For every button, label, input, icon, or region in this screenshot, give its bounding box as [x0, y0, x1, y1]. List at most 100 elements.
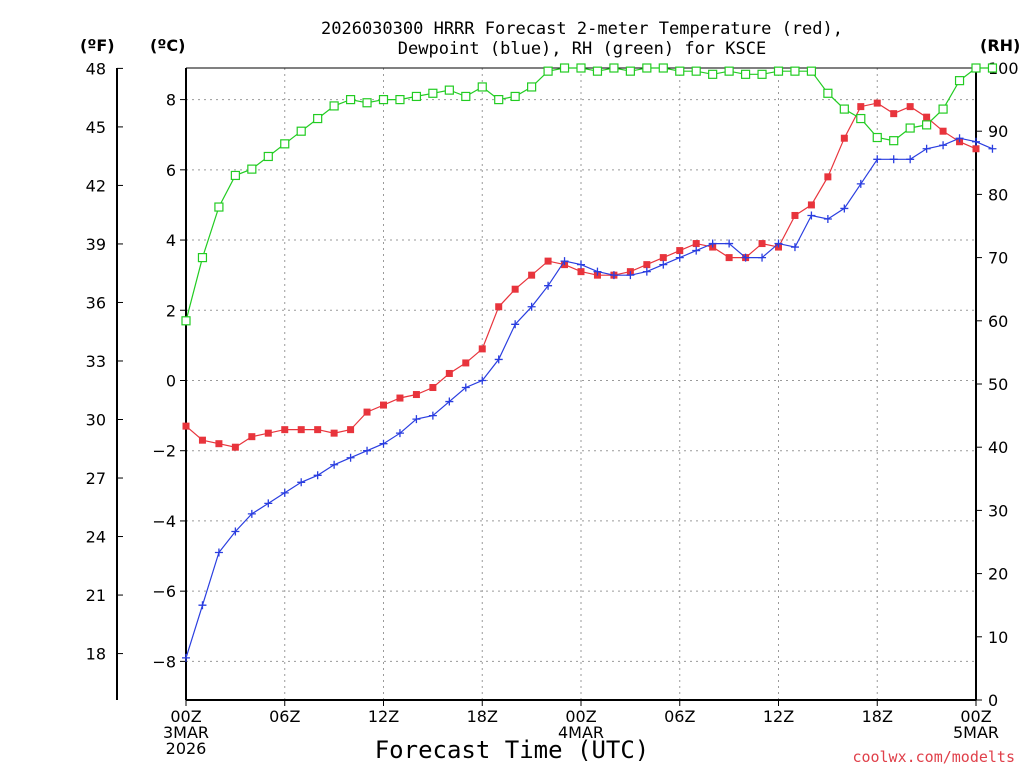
temperature-point: [758, 240, 766, 248]
temperature-point: [725, 254, 733, 262]
celsius-tick-label: −2: [152, 442, 176, 461]
rh-point: [230, 170, 240, 181]
rh-point: [411, 91, 422, 102]
fahrenheit-tick-label: 27: [86, 469, 106, 488]
fahrenheit-tick-label: 33: [86, 352, 106, 371]
chart-title: 2026030300 HRRR Forecast 2-meter Tempera…: [321, 19, 843, 59]
rh-point: [329, 101, 339, 111]
temperature-point: [281, 426, 289, 434]
data-series: [181, 63, 998, 662]
dewpoint-point: [939, 141, 948, 150]
celsius-unit-label: (ºC): [150, 36, 185, 55]
temperature-point: [330, 429, 338, 437]
dewpoint-point: [412, 415, 421, 424]
temperature-point: [643, 261, 651, 269]
dewpoint-point: [972, 137, 980, 146]
rh-point: [543, 66, 553, 76]
dewpoint-point: [856, 179, 865, 188]
rh-point: [214, 202, 224, 212]
rh-point: [806, 66, 817, 76]
rh-point: [280, 139, 290, 149]
dewpoint-point: [297, 478, 306, 487]
rh-point: [609, 63, 619, 73]
temperature-point: [659, 254, 667, 262]
dewpoint-point: [511, 320, 520, 329]
rh-point: [773, 66, 784, 76]
fahrenheit-tick-label: 21: [86, 586, 106, 605]
temperature-point: [445, 369, 453, 377]
dewpoint-point: [741, 253, 750, 262]
fahrenheit-tick-label: 24: [86, 528, 106, 547]
celsius-tick-label: −4: [152, 512, 176, 531]
rh-point: [527, 82, 537, 92]
dewpoint-point: [363, 446, 372, 455]
dewpoint-point: [675, 253, 684, 262]
rh-point: [708, 69, 718, 79]
temperature-point: [231, 443, 239, 451]
temperature-point: [692, 240, 700, 248]
temperature-point: [791, 211, 799, 219]
rh-tick-label: 80: [988, 185, 1008, 204]
temperature-point: [807, 201, 815, 209]
dewpoint-point: [609, 271, 618, 280]
rh-tick-label: 50: [988, 375, 1008, 394]
dewpoint-point: [544, 281, 553, 290]
dewpoint-point: [346, 453, 355, 462]
dewpoint-point: [906, 155, 915, 164]
temperature-point: [462, 359, 470, 367]
dewpoint-point: [445, 397, 454, 406]
dewpoint-point: [988, 144, 997, 153]
credit-label: coolwx.com/modelts: [852, 748, 1015, 766]
rh-point: [724, 66, 734, 76]
dewpoint-point: [725, 239, 734, 248]
dewpoint-point: [659, 260, 668, 269]
temperature-point: [314, 426, 322, 434]
rh-point: [197, 253, 208, 263]
celsius-tick-label: −8: [152, 652, 176, 671]
rh-tick-label: 30: [988, 501, 1008, 520]
temperature-point: [873, 99, 881, 107]
dewpoint-point: [214, 548, 223, 557]
rh-point: [378, 94, 389, 105]
axes: [116, 67, 977, 701]
dewpoint-line: [185, 137, 993, 659]
dewpoint-point: [642, 267, 651, 276]
temperature-point: [906, 103, 914, 111]
temperature-point: [380, 401, 387, 409]
dewpoint-point: [313, 471, 322, 480]
temperature-point: [890, 110, 898, 118]
dewpoint-point: [247, 509, 256, 518]
x-tick-label: 12Z: [368, 707, 399, 726]
title-line-2: Dewpoint (blue), RH (green) for KSCE: [398, 39, 766, 59]
rh-point: [823, 88, 833, 98]
rh-point: [938, 104, 948, 114]
fahrenheit-tick-label: 36: [86, 293, 106, 312]
dewpoint-point: [182, 653, 190, 662]
dewpoint-point: [198, 601, 207, 610]
dewpoint-point: [823, 214, 832, 223]
tick-labels: 86420−2−4−6−8484542393633302724211810090…: [86, 59, 1019, 758]
rh-point: [477, 82, 487, 92]
rh-point: [971, 63, 981, 73]
celsius-tick-label: 8: [166, 91, 176, 110]
dewpoint-point: [494, 355, 503, 364]
temperature-point: [412, 391, 420, 399]
rh-point: [181, 316, 191, 326]
dewpoint-point: [560, 257, 569, 266]
rh-tick-label: 0: [988, 691, 998, 710]
temperature-point: [923, 113, 931, 121]
series-rh: [181, 63, 998, 326]
dewpoint-point: [758, 253, 767, 262]
celsius-tick-label: −6: [152, 582, 176, 601]
dewpoint-point: [889, 155, 898, 164]
dewpoint-point: [593, 267, 602, 276]
x-tick-label: 06Z: [269, 707, 300, 726]
dewpoint-point: [807, 211, 816, 220]
dewpoint-point: [692, 246, 701, 255]
dewpoint-point: [922, 144, 931, 153]
rh-point: [922, 120, 932, 130]
rh-point: [510, 91, 520, 102]
x-axis-title: Forecast Time (UTC): [375, 736, 650, 764]
rh-point: [576, 63, 586, 73]
